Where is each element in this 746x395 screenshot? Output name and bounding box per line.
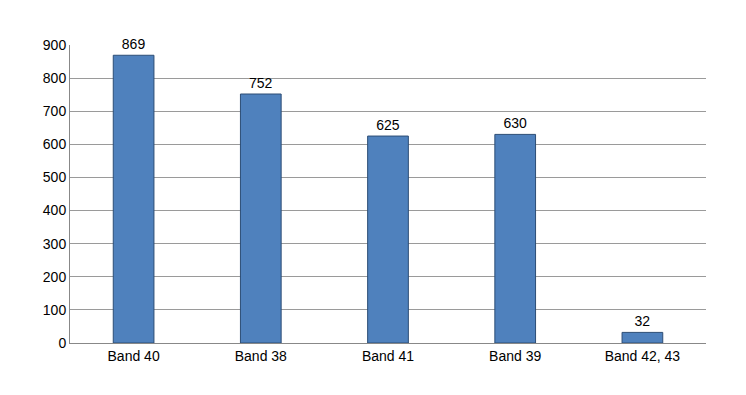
svg-text:32: 32 (635, 313, 651, 329)
svg-text:100: 100 (43, 302, 67, 318)
svg-text:300: 300 (43, 236, 67, 252)
svg-text:Band 41: Band 41 (362, 348, 414, 364)
svg-text:Band 42, 43: Band 42, 43 (605, 348, 681, 364)
svg-text:600: 600 (43, 136, 67, 152)
svg-text:900: 900 (43, 37, 67, 53)
svg-text:625: 625 (376, 117, 400, 133)
svg-text:200: 200 (43, 269, 67, 285)
svg-text:869: 869 (122, 36, 146, 52)
svg-text:752: 752 (249, 75, 273, 91)
svg-text:400: 400 (43, 202, 67, 218)
svg-text:Band 40: Band 40 (108, 348, 160, 364)
svg-text:500: 500 (43, 169, 67, 185)
svg-text:Band 39: Band 39 (489, 348, 541, 364)
svg-text:700: 700 (43, 103, 67, 119)
svg-text:800: 800 (43, 70, 67, 86)
svg-text:630: 630 (503, 115, 527, 131)
svg-text:0: 0 (58, 335, 66, 351)
svg-text:Band 38: Band 38 (235, 348, 287, 364)
